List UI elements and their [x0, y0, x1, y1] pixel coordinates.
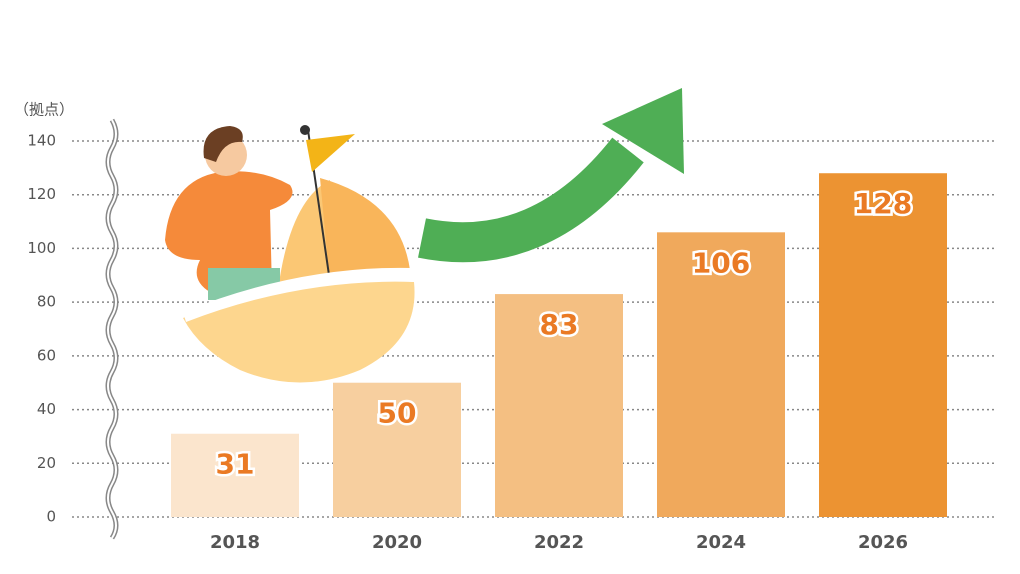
person-hair [203, 126, 243, 162]
value-label: 128 [854, 187, 912, 220]
boat-hull [183, 279, 415, 383]
y-tick-label: 60 [37, 346, 56, 364]
y-tick-label: 140 [27, 132, 56, 150]
person-body [165, 171, 293, 292]
x-tick-label: 2022 [534, 532, 584, 553]
mast-top [300, 125, 310, 135]
flag [306, 134, 355, 172]
sail-right [320, 178, 410, 285]
sail-left [278, 180, 330, 290]
bar [171, 433, 299, 517]
y-tick-label: 100 [27, 239, 56, 257]
x-tick-label: 2018 [210, 532, 260, 553]
value-label: 106 [692, 246, 750, 279]
bar [819, 173, 947, 517]
y-axis-label: （拠点） [14, 101, 74, 119]
value-label: 31 [216, 448, 255, 481]
y-tick-label: 40 [37, 400, 56, 418]
axis-break-inner [107, 119, 117, 539]
x-tick-label: 2020 [372, 532, 422, 553]
bar [657, 232, 785, 518]
illustration [165, 88, 684, 383]
bar [333, 382, 461, 517]
boat-stripe [183, 267, 414, 322]
arrow-body [418, 137, 644, 263]
y-tick-label: 20 [37, 454, 56, 472]
arrow-head [602, 88, 684, 174]
y-tick-label: 80 [37, 293, 56, 311]
y-tick-label: 0 [46, 508, 56, 526]
x-tick-label: 2026 [858, 532, 908, 553]
x-tick-label: 2024 [696, 532, 746, 553]
y-tick-label: 120 [27, 185, 56, 203]
value-label: 50 [378, 397, 417, 430]
bar [495, 294, 623, 517]
bars: 2018 31 2020 50 2022 83 2024 106 2026 128 [171, 173, 947, 553]
value-label: 83 [540, 308, 579, 341]
